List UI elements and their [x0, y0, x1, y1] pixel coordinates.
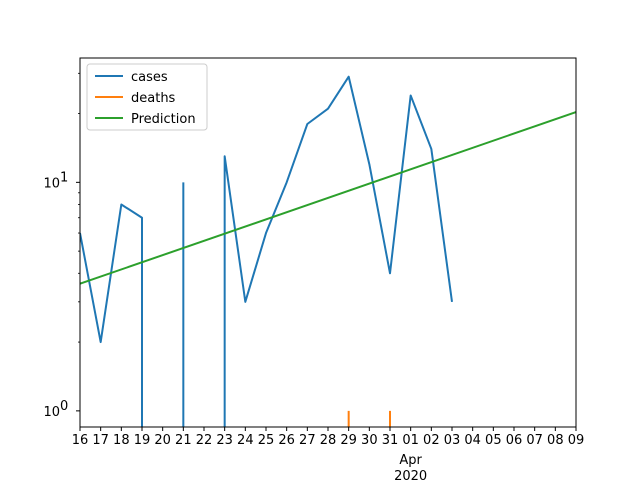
legend-label-deaths: deaths — [131, 91, 176, 106]
x-tick-label: 16 — [72, 433, 89, 448]
x-tick-label: 30 — [361, 433, 378, 448]
series-line-deaths — [347, 410, 391, 427]
series-line-cases — [80, 75, 453, 427]
x-tick-label: 27 — [299, 433, 316, 448]
x-secondary-label: Apr — [399, 453, 422, 468]
y-tick-exponent: 1 — [60, 170, 68, 185]
x-tick-label: 02 — [423, 433, 440, 448]
x-tick-label: 09 — [568, 433, 585, 448]
x-tick-label: 07 — [526, 433, 543, 448]
legend-label-prediction: Prediction — [131, 112, 196, 127]
x-tick-label: 01 — [402, 433, 419, 448]
x-tick-label: 26 — [278, 433, 295, 448]
x-tick-label: 28 — [320, 433, 337, 448]
series-line-prediction — [80, 111, 576, 285]
x-tick-label: 19 — [134, 433, 151, 448]
legend-box — [86, 63, 208, 131]
x-tick-label: 06 — [506, 433, 523, 448]
x-tick-label: 22 — [196, 433, 213, 448]
y-tick-label: 10 — [43, 405, 60, 420]
x-tick-label: 04 — [464, 433, 481, 448]
x-tick-label: 25 — [258, 433, 275, 448]
legend-label-cases: cases — [131, 70, 168, 85]
legend: cases deaths Prediction — [86, 63, 208, 131]
x-tick-label: 21 — [175, 433, 192, 448]
y-tick-label: 10 — [43, 176, 60, 191]
x-tick-label: 08 — [547, 433, 564, 448]
x-tick-label: 23 — [216, 433, 233, 448]
x-tick-label: 03 — [444, 433, 461, 448]
x-tick-label: 24 — [237, 433, 254, 448]
x-secondary-label: 2020 — [394, 469, 427, 480]
x-tick-label: 29 — [340, 433, 357, 448]
x-axis: 16 17 18 19 20 21 22 23 24 25 26 27 28 29 30 31 01 02 03 04… — [72, 427, 585, 480]
series-layer — [80, 75, 576, 427]
x-tick-label: 20 — [154, 433, 171, 448]
y-tick-exponent: 0 — [60, 399, 68, 414]
x-tick-label: 17 — [92, 433, 109, 448]
x-tick-label: 18 — [113, 433, 130, 448]
x-tick-label: 05 — [485, 433, 502, 448]
x-tick-label: 31 — [382, 433, 399, 448]
